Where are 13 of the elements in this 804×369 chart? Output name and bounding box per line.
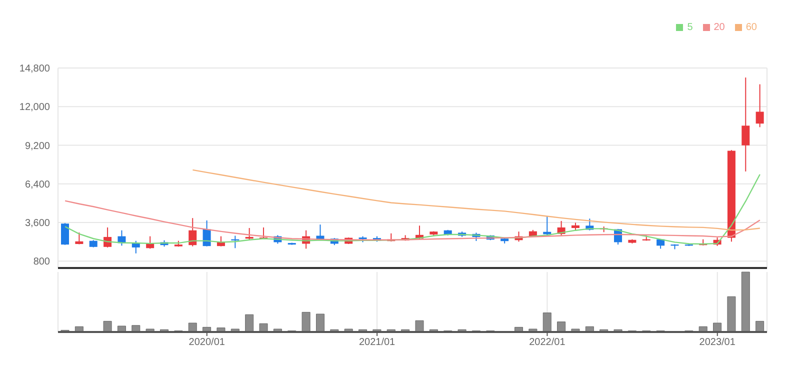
x-tick-label: 2022/01 <box>529 337 566 348</box>
x-tick-label: 2023/01 <box>699 337 736 348</box>
y-tick-label: 14,800 <box>19 64 50 75</box>
x-tick-label: 2021/01 <box>358 337 396 348</box>
y-tick-label: 6,400 <box>24 179 50 190</box>
legend-label: 5 <box>687 22 693 33</box>
legend-label: 60 <box>746 22 757 33</box>
legend-label: 20 <box>714 22 725 33</box>
y-tick-label: 3,600 <box>24 218 50 230</box>
y-tick-label: 800 <box>33 256 50 268</box>
y-tick-label: 12,000 <box>19 102 50 114</box>
x-tick-label: 2020/01 <box>188 337 226 348</box>
y-tick-label: 9,200 <box>24 140 50 152</box>
